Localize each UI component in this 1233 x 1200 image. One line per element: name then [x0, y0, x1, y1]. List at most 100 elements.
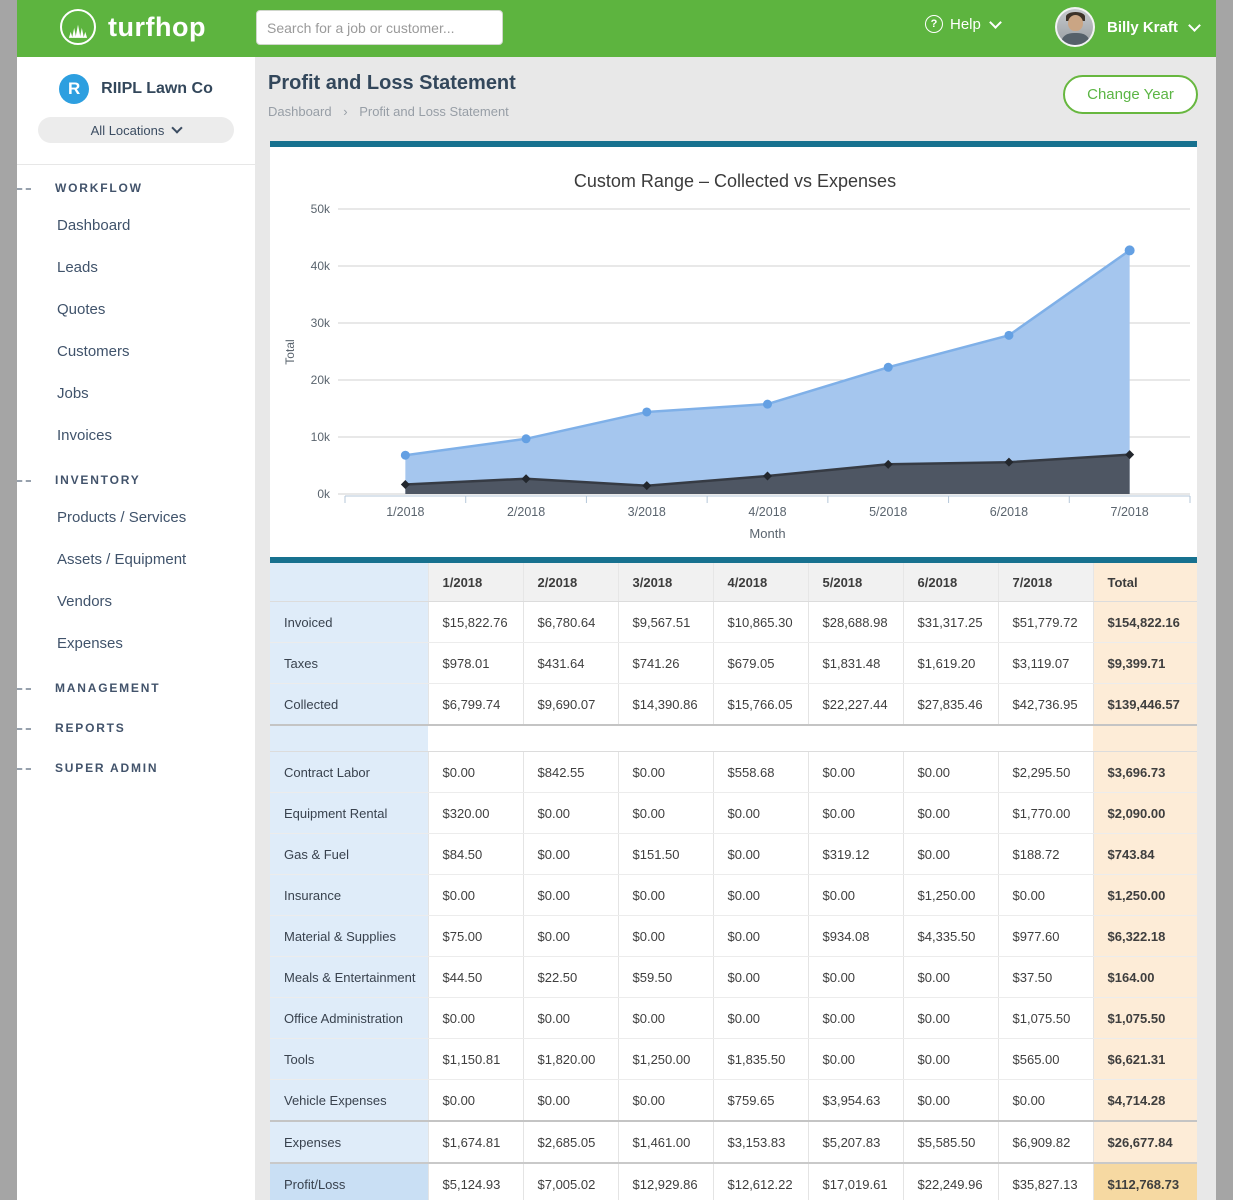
table-row-gas-fuel: Gas & Fuel $84.50 $0.00 $151.50 $0.00 $319.12…: [270, 833, 1197, 875]
value-cell: $15,822.76: [428, 601, 524, 643]
location-filter-dropdown[interactable]: All Locations: [38, 117, 234, 143]
value-cell: $0.00: [618, 792, 714, 834]
section-dash-icon: [17, 768, 31, 770]
value-cell: $741.26: [618, 642, 714, 684]
help-menu[interactable]: ? Help: [925, 15, 1002, 33]
left-scrollbar[interactable]: [0, 0, 17, 1200]
value-cell: [713, 724, 808, 752]
chevron-down-icon: [988, 15, 1002, 29]
company-avatar: R: [59, 74, 90, 104]
value-cell: $0.00: [903, 833, 999, 875]
chevron-down-icon: [1187, 18, 1201, 32]
sidebar-item-customers[interactable]: Customers: [57, 343, 130, 360]
breadcrumb: Dashboard › Profit and Loss Statement: [268, 104, 509, 119]
breadcrumb-current: Profit and Loss Statement: [359, 104, 509, 119]
svg-text:40k: 40k: [311, 259, 331, 273]
section-dash-icon: [17, 688, 31, 690]
column-header-6-2018: 6/2018: [903, 563, 999, 602]
value-cell: $0.00: [808, 1038, 904, 1080]
value-cell: $0.00: [523, 915, 619, 957]
value-cell: $0.00: [713, 833, 809, 875]
svg-text:1/2018: 1/2018: [386, 505, 424, 519]
value-cell: $1,770.00: [998, 792, 1094, 834]
table-row-collected: Collected $6,799.74 $9,690.07 $14,390.86 $15…: [270, 683, 1197, 726]
value-cell: $679.05: [713, 642, 809, 684]
column-header-total: Total: [1093, 563, 1197, 602]
value-cell: $12,929.86: [618, 1162, 714, 1200]
value-cell: $1,461.00: [618, 1120, 714, 1164]
value-cell: $0.00: [808, 874, 904, 916]
sidebar-item-invoices[interactable]: Invoices: [57, 427, 113, 444]
sidebar-section-reports[interactable]: REPORTS: [17, 711, 255, 745]
sidebar-section-inventory[interactable]: INVENTORY: [17, 463, 255, 497]
row-total-cell: $4,714.28: [1093, 1079, 1197, 1122]
row-total-cell: $26,677.84: [1093, 1120, 1197, 1164]
row-total-cell: $164.00: [1093, 956, 1197, 998]
table-row-expenses: Expenses $1,674.81 $2,685.05 $1,461.00 $3,15…: [270, 1120, 1197, 1164]
value-cell: $14,390.86: [618, 683, 714, 726]
sidebar-item-vendors[interactable]: Vendors: [57, 593, 113, 610]
user-avatar: [1055, 7, 1095, 47]
table-row-office-administration: Office Administration $0.00 $0.00 $0.00 $0.0…: [270, 997, 1197, 1039]
value-cell: $0.00: [618, 997, 714, 1039]
brand-logo[interactable]: turfhop: [60, 9, 206, 45]
sidebar-section-management[interactable]: MANAGEMENT: [17, 671, 255, 705]
value-cell: $2,685.05: [523, 1120, 619, 1164]
value-cell: $0.00: [713, 915, 809, 957]
value-cell: $319.12: [808, 833, 904, 875]
svg-text:7/2018: 7/2018: [1111, 505, 1149, 519]
sidebar-section-super-admin[interactable]: SUPER ADMIN: [17, 751, 255, 785]
svg-text:0k: 0k: [317, 487, 331, 501]
value-cell: $3,119.07: [998, 642, 1094, 684]
row-label-cell: Meals & Entertainment: [270, 956, 429, 998]
value-cell: $0.00: [618, 1079, 714, 1122]
row-label-cell: Contract Labor: [270, 751, 429, 793]
value-cell: $22,249.96: [903, 1162, 999, 1200]
value-cell: [998, 724, 1093, 752]
value-cell: $0.00: [903, 1079, 999, 1122]
value-cell: $3,153.83: [713, 1120, 809, 1164]
right-scrollbar[interactable]: [1216, 0, 1233, 1200]
sidebar-item-dashboard[interactable]: Dashboard: [57, 217, 131, 234]
change-year-button[interactable]: Change Year: [1063, 75, 1198, 114]
value-cell: [523, 724, 618, 752]
sidebar-section-workflow[interactable]: WORKFLOW: [17, 171, 255, 205]
sidebar-item-leads[interactable]: Leads: [57, 259, 98, 276]
svg-text:5/2018: 5/2018: [869, 505, 907, 519]
value-cell: $6,799.74: [428, 683, 524, 726]
svg-text:4/2018: 4/2018: [748, 505, 786, 519]
location-filter-label: All Locations: [90, 122, 165, 138]
row-total-cell: $1,075.50: [1093, 997, 1197, 1039]
sidebar-item-products-services[interactable]: Products / Services: [57, 509, 187, 526]
section-dash-icon: [17, 188, 31, 190]
svg-text:3/2018: 3/2018: [628, 505, 666, 519]
row-label-cell: Collected: [270, 683, 429, 726]
value-cell: $1,250.00: [903, 874, 999, 916]
value-cell: $759.65: [713, 1079, 809, 1122]
sidebar-item-expenses[interactable]: Expenses: [57, 635, 123, 652]
value-cell: [428, 724, 523, 752]
value-cell: $0.00: [903, 997, 999, 1039]
sidebar-item-jobs[interactable]: Jobs: [57, 385, 89, 402]
search-input[interactable]: [256, 10, 503, 45]
value-cell: $51,779.72: [998, 601, 1094, 643]
table-spacer-row: [270, 724, 1197, 752]
value-cell: $842.55: [523, 751, 619, 793]
user-menu[interactable]: Billy Kraft: [1055, 7, 1201, 47]
svg-text:20k: 20k: [311, 373, 331, 387]
table-row-invoiced: Invoiced $15,822.76 $6,780.64 $9,567.51 $10,…: [270, 601, 1197, 643]
value-cell: $5,124.93: [428, 1162, 524, 1200]
value-cell: $0.00: [523, 1079, 619, 1122]
column-header-3-2018: 3/2018: [618, 563, 714, 602]
sidebar-item-quotes[interactable]: Quotes: [57, 301, 106, 318]
row-total-cell: $2,090.00: [1093, 792, 1197, 834]
help-label: Help: [950, 15, 981, 33]
table-row-taxes: Taxes $978.01 $431.64 $741.26 $679.05 $1,831.…: [270, 642, 1197, 684]
value-cell: $0.00: [713, 792, 809, 834]
value-cell: $5,585.50: [903, 1120, 999, 1164]
column-header-5-2018: 5/2018: [808, 563, 904, 602]
sidebar-item-assets-equipment[interactable]: Assets / Equipment: [57, 551, 187, 568]
row-label-cell: Profit/Loss: [270, 1162, 429, 1200]
row-total-cell: $139,446.57: [1093, 683, 1197, 726]
breadcrumb-dashboard[interactable]: Dashboard: [268, 104, 332, 119]
